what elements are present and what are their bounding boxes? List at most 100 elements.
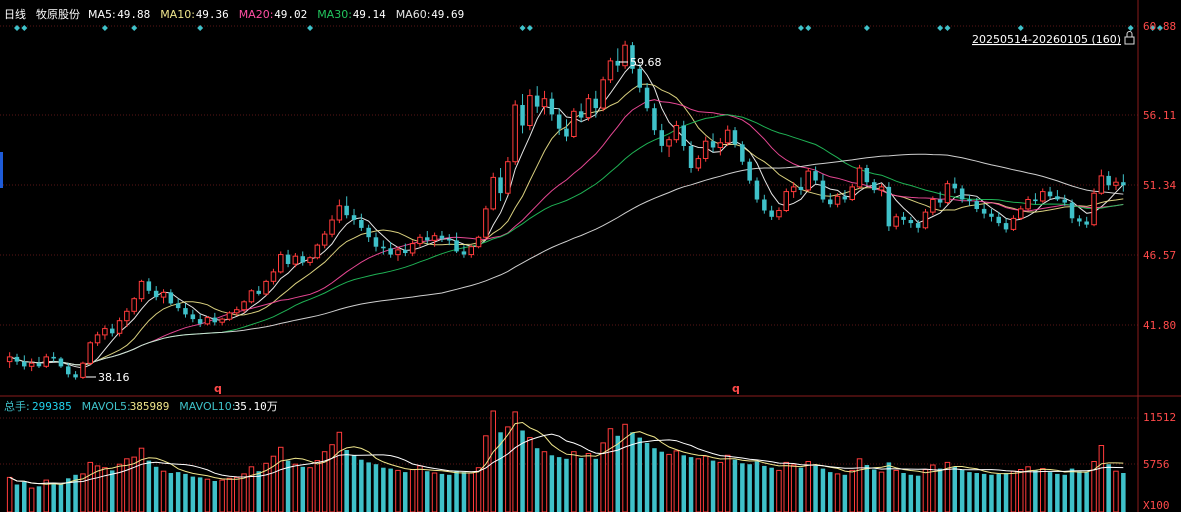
candle-body [190, 314, 196, 320]
volume-axis: 11512 5756 X100 [1143, 411, 1176, 512]
volume-bar [607, 428, 614, 512]
candle-body [1121, 182, 1126, 186]
candle-body [439, 235, 445, 239]
signal-diamond[interactable] [1017, 25, 1024, 31]
volume-bar [28, 487, 35, 512]
volume-bar [425, 471, 430, 512]
signal-diamond[interactable] [805, 25, 812, 31]
signal-diamond[interactable] [101, 25, 108, 31]
signal-diamond[interactable] [863, 25, 870, 31]
candle-body [102, 328, 108, 336]
volume-bar [834, 473, 841, 512]
candle-body [329, 219, 335, 235]
candle-body [183, 308, 188, 315]
volume-bar [278, 446, 284, 512]
ma5-line [9, 63, 1124, 369]
candle-body [1062, 199, 1067, 203]
lock-icon[interactable] [1124, 31, 1135, 45]
volume-bar [922, 469, 929, 512]
volume-bar [248, 466, 255, 512]
signal-diamond[interactable] [1156, 25, 1163, 31]
volume-bar [930, 464, 936, 512]
volume-bar [447, 474, 452, 512]
q-marker[interactable]: q [214, 382, 222, 395]
candle-body [1025, 199, 1031, 210]
volume-bar [747, 464, 752, 512]
signal-diamond[interactable] [526, 25, 533, 31]
candle-body [593, 98, 598, 109]
volume-bar [212, 481, 217, 512]
volume-bar [805, 461, 811, 512]
candle-body [959, 188, 965, 200]
candle-body [762, 199, 767, 211]
left-edge-indicator [0, 152, 3, 188]
volume-bar [292, 463, 299, 512]
volume-bar [1113, 470, 1119, 512]
signal-diamond[interactable] [197, 25, 204, 31]
volume-bar [908, 474, 914, 512]
candle-body [952, 183, 957, 189]
signal-diamond[interactable] [13, 25, 20, 31]
signal-diamond[interactable] [1127, 25, 1134, 31]
signal-diamond[interactable] [944, 25, 951, 31]
candle-body [1091, 192, 1097, 226]
volume-bar [321, 451, 328, 512]
volume-legend-label: MAVOL5: [82, 400, 131, 413]
ma-legend-label: MA5: [88, 8, 116, 21]
candle-body [490, 176, 496, 210]
volume-bar [856, 458, 863, 512]
volume-bar [439, 473, 445, 512]
ma-legend-value: 49.36 [196, 8, 229, 21]
candle-body [66, 366, 71, 375]
candle-body [43, 356, 49, 367]
signal-diamond[interactable] [21, 25, 28, 31]
volume-bar [1069, 468, 1075, 512]
candle-body [454, 240, 459, 252]
candle-body [1018, 208, 1024, 219]
signal-diamond[interactable] [1149, 25, 1156, 31]
volume-bar [878, 471, 885, 512]
signal-diamond[interactable] [937, 25, 944, 31]
q-marker[interactable]: q [732, 382, 740, 395]
volume-legend: 总手: 299385 MAVOL5:385989 MAVOL10:35.10万 [4, 399, 278, 413]
volume-bar [307, 467, 313, 512]
signal-diamond[interactable] [307, 25, 314, 31]
low-annotation: 38.16 [86, 371, 130, 384]
candle-body [717, 142, 724, 149]
volume-bar [219, 479, 225, 512]
volume-bar [1084, 472, 1089, 512]
candle-body [534, 95, 540, 107]
signal-diamond[interactable] [797, 25, 804, 31]
price-axis: 60.88 56.11 51.34 46.57 41.80 [1143, 20, 1176, 332]
date-range-label[interactable]: 20250514-20260105 (160) [972, 33, 1121, 46]
volume-bar [168, 473, 174, 512]
volume-bar [710, 460, 716, 512]
candle-body [116, 320, 123, 334]
candle-body [673, 125, 680, 141]
volume-bar [36, 486, 42, 512]
stock-name[interactable]: 牧原股份 [36, 7, 80, 21]
ma-legend-label: MA20: [239, 8, 274, 21]
volume-bar [1062, 474, 1067, 512]
candle-body [652, 108, 657, 131]
candle-body [922, 211, 929, 229]
candle-body [381, 246, 386, 249]
candle-body [1010, 217, 1017, 230]
volume-unit: X100 [1143, 499, 1170, 512]
candle-body [431, 235, 438, 241]
volume-bar [285, 460, 291, 512]
candle-body [1033, 199, 1038, 202]
candle-body [270, 271, 277, 282]
volume-bar [886, 462, 892, 512]
candle-body [740, 144, 745, 162]
candle-body [307, 257, 313, 263]
candle-body [285, 254, 291, 264]
signal-diamond[interactable] [131, 25, 138, 31]
volume-bar [952, 466, 957, 512]
candle-body [828, 199, 833, 205]
volume-bar [344, 450, 349, 512]
candle-body [512, 104, 518, 163]
candle-body [1055, 196, 1060, 200]
signal-diamond[interactable] [519, 25, 526, 31]
ma-legend: MA5: 49.88 MA10: 49.36 MA20: 49.02 MA30: 49.14 M… [88, 8, 464, 21]
